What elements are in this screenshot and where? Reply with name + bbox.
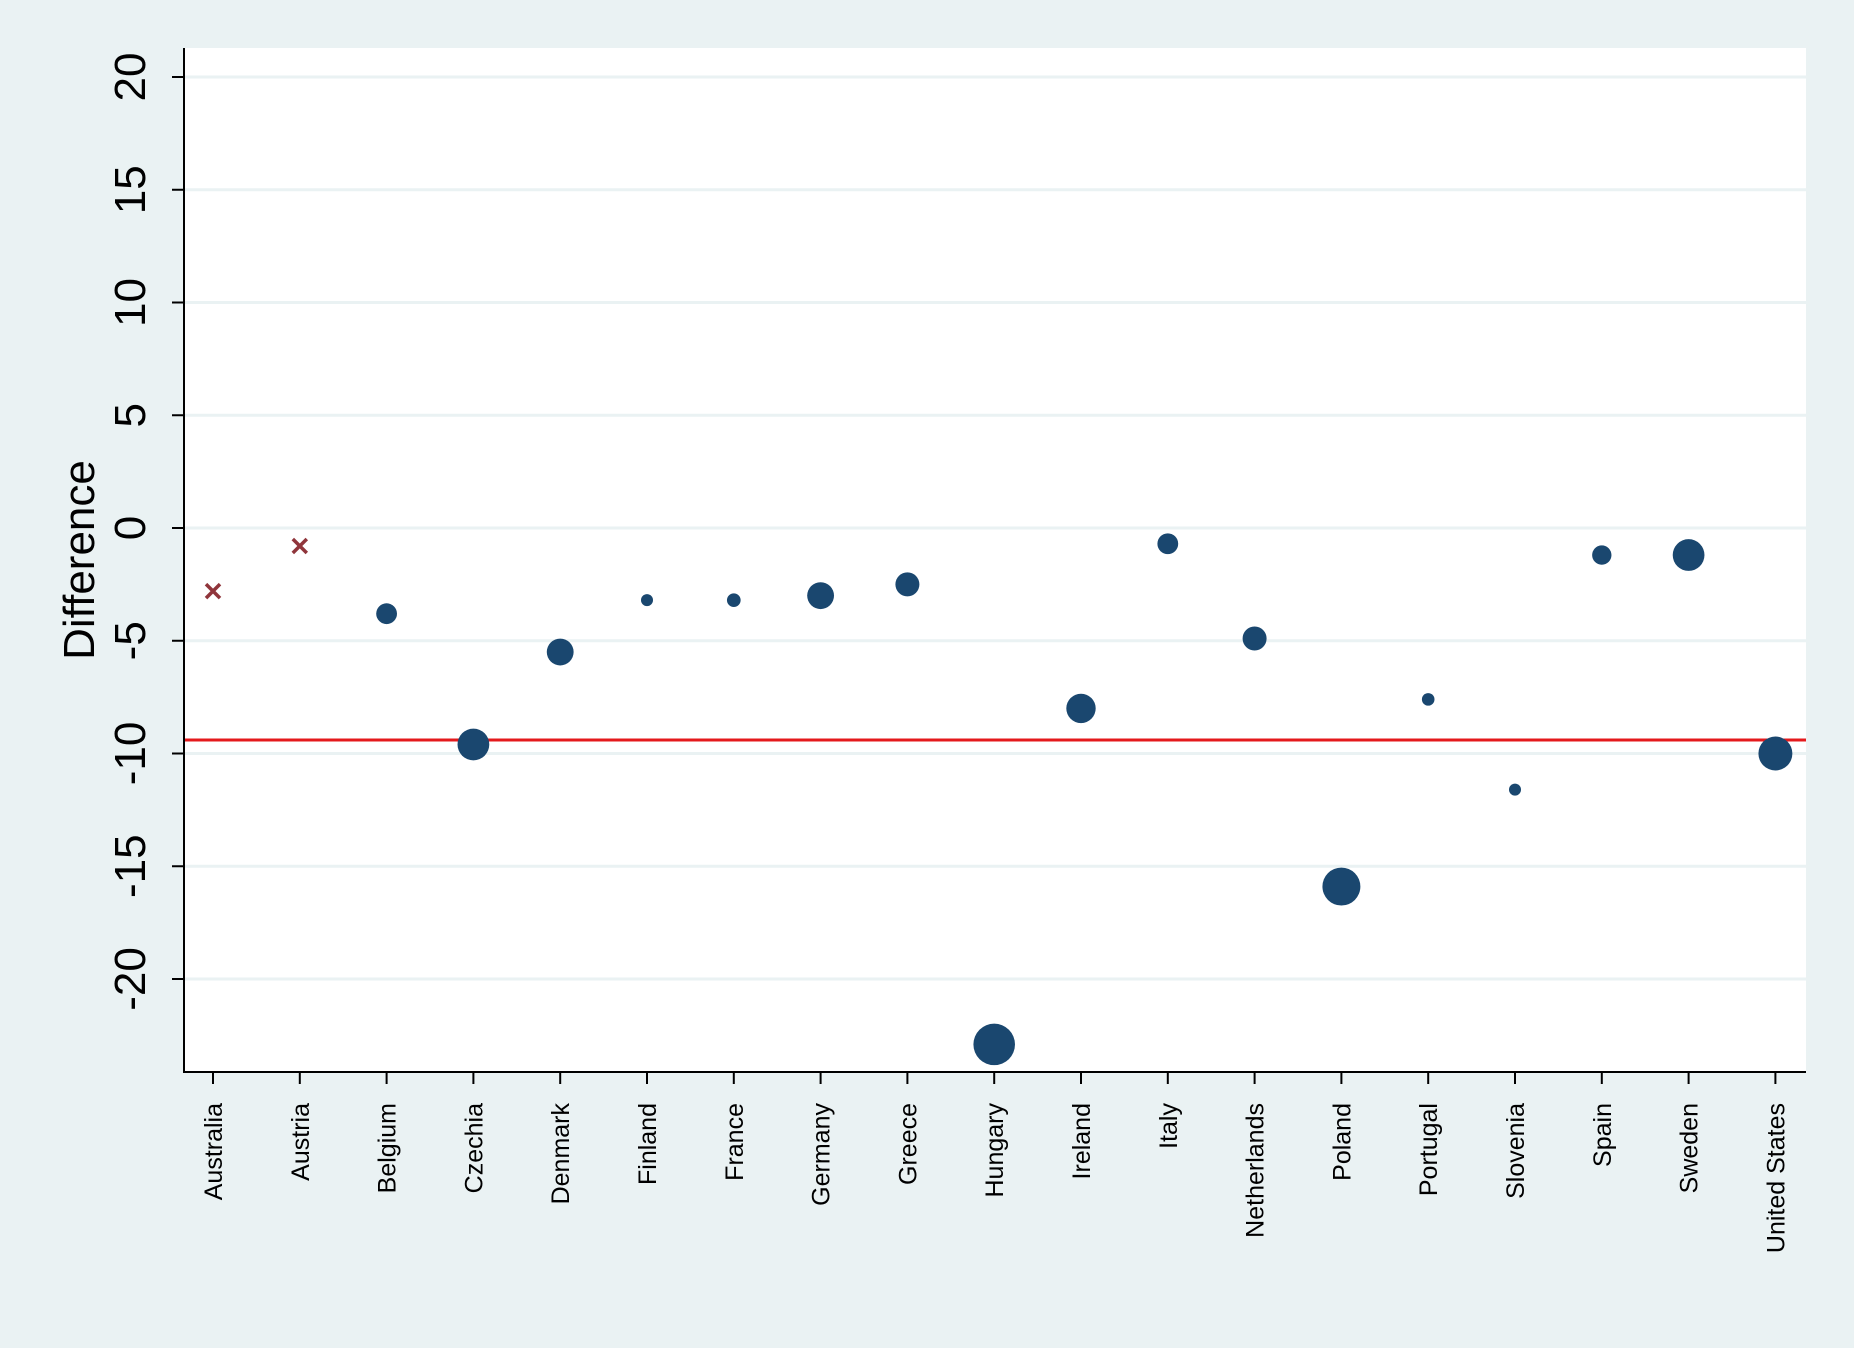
data-point <box>726 593 741 608</box>
data-point <box>1157 533 1179 555</box>
y-tick-label: -15 <box>106 834 155 898</box>
data-point <box>1672 539 1705 571</box>
x-tick-label: United States <box>1762 1103 1790 1253</box>
x-tick-label: Slovenia <box>1502 1103 1530 1199</box>
y-tick-label: -5 <box>106 621 155 660</box>
x-tick-label: Austria <box>287 1103 315 1181</box>
y-tick-label: 15 <box>106 165 155 214</box>
y-tick-label: -20 <box>106 947 155 1011</box>
gridlines <box>184 75 1806 981</box>
x-tick-label: Denmark <box>547 1103 575 1205</box>
x-tick-label: Finland <box>634 1103 662 1185</box>
x-tick-label: Germany <box>808 1103 836 1206</box>
plot-area <box>184 48 1806 1072</box>
y-tick-label: 0 <box>106 516 155 540</box>
x-tick-label: Poland <box>1328 1103 1356 1181</box>
data-point <box>1592 545 1612 565</box>
y-axis-ticks: 20 15 10 5 0 -5 -10 -15 -20 <box>106 53 184 1011</box>
x-tick-label: Australia <box>200 1103 228 1200</box>
data-point <box>807 582 835 610</box>
data-point-cross <box>204 582 222 600</box>
data-point <box>546 638 574 666</box>
x-tick-label: Spain <box>1589 1103 1617 1167</box>
data-point <box>895 572 920 597</box>
x-tick-label: Belgium <box>374 1103 402 1193</box>
x-tick-label: France <box>721 1103 749 1181</box>
x-tick-label: Greece <box>894 1103 922 1185</box>
data-point <box>1758 736 1793 771</box>
y-axis-title: Difference <box>55 460 104 660</box>
cross-stroke <box>204 582 222 600</box>
data-point-cross <box>291 537 309 555</box>
x-tick-label: Ireland <box>1068 1103 1096 1179</box>
x-tick-label: Sweden <box>1676 1103 1704 1193</box>
data-point <box>376 603 397 625</box>
cross-stroke <box>291 537 309 555</box>
x-tick-label: Netherlands <box>1242 1103 1270 1238</box>
y-tick-label: 10 <box>106 278 155 327</box>
data-point <box>1509 783 1521 796</box>
y-tick-label: -10 <box>106 722 155 786</box>
y-tick-label: 20 <box>106 53 155 102</box>
x-tick-label: Czechia <box>460 1103 488 1193</box>
x-tick-label: Portugal <box>1415 1103 1443 1196</box>
x-tick-label: Hungary <box>981 1103 1009 1198</box>
data-point <box>973 1023 1015 1066</box>
data-point <box>1322 867 1361 906</box>
data-point <box>1242 626 1267 651</box>
data-points <box>204 533 1793 1066</box>
data-point <box>1066 693 1096 724</box>
data-point <box>641 594 653 607</box>
x-tick-label: Italy <box>1155 1103 1183 1149</box>
data-point <box>457 728 490 761</box>
data-point <box>1421 693 1435 706</box>
y-tick-label: 5 <box>106 403 155 427</box>
x-axis-ticks: Australia Austria Belgium Czechia Denmark Fin… <box>200 1072 1790 1253</box>
